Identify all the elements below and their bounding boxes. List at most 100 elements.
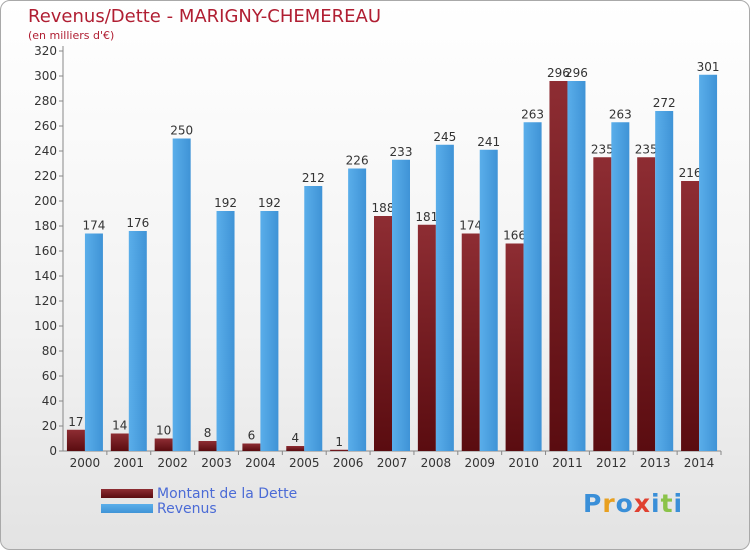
logo-letter: x — [633, 489, 651, 518]
x-tick-label: 2013 — [640, 456, 671, 470]
y-tick-label: 20 — [42, 419, 57, 433]
data-label-debt: 8 — [204, 426, 212, 440]
data-label-debt: 181 — [415, 210, 438, 224]
y-tick-label: 60 — [42, 369, 57, 383]
legend-swatch-dette — [101, 489, 153, 498]
x-tick-label: 2010 — [508, 456, 539, 470]
x-tick-label: 2003 — [201, 456, 232, 470]
legend-item-dette: Montant de la Dette — [101, 486, 361, 502]
bar-revenus — [216, 211, 235, 451]
logo-letter: o — [615, 489, 634, 518]
data-label-revenus: 263 — [521, 107, 544, 121]
y-tick-label: 80 — [42, 344, 57, 358]
bar-debt — [681, 181, 700, 451]
x-tick-label: 2002 — [157, 456, 188, 470]
data-label-revenus: 226 — [346, 154, 369, 168]
bar-debt — [637, 157, 656, 451]
data-label-debt: 6 — [248, 429, 256, 443]
y-tick-label: 280 — [34, 94, 57, 108]
data-label-revenus: 301 — [697, 60, 720, 74]
bar-debt — [198, 441, 217, 451]
bar-debt — [505, 243, 524, 451]
bar-revenus — [611, 122, 630, 451]
data-label-revenus: 296 — [565, 66, 588, 80]
data-label-debt: 166 — [503, 229, 526, 243]
x-tick-label: 2012 — [596, 456, 627, 470]
bar-debt — [242, 443, 261, 451]
data-label-debt: 296 — [547, 66, 570, 80]
bar-debt — [154, 438, 173, 451]
bar-debt — [549, 81, 568, 451]
bar-revenus — [348, 168, 367, 451]
x-tick-label: 2005 — [289, 456, 320, 470]
y-tick-label: 180 — [34, 219, 57, 233]
bar-revenus — [392, 159, 410, 451]
bar-revenus — [699, 74, 718, 451]
data-label-revenus: 192 — [214, 196, 237, 210]
logo-letter: r — [602, 489, 616, 518]
data-label-revenus: 176 — [126, 216, 149, 230]
data-label-debt: 14 — [112, 419, 127, 433]
bar-revenus — [655, 111, 674, 451]
y-tick-label: 160 — [34, 244, 57, 258]
x-tick-label: 2009 — [464, 456, 495, 470]
logo-letter: t — [660, 489, 674, 518]
data-label-revenus: 250 — [170, 124, 193, 138]
bar-debt — [330, 449, 349, 451]
y-tick-label: 140 — [34, 269, 57, 283]
data-label-debt: 216 — [679, 166, 702, 180]
data-label-debt: 4 — [291, 431, 299, 445]
y-tick-label: 260 — [34, 119, 57, 133]
x-tick-label: 2007 — [377, 456, 408, 470]
bar-revenus — [523, 122, 542, 451]
y-tick-label: 220 — [34, 169, 57, 183]
y-tick-label: 200 — [34, 194, 57, 208]
y-tick-label: 120 — [34, 294, 57, 308]
y-tick-label: 240 — [34, 144, 57, 158]
bar-revenus — [260, 211, 279, 451]
bar-revenus — [479, 149, 498, 451]
data-label-debt: 188 — [372, 201, 395, 215]
proxiti-logo: Proxiti — [583, 489, 683, 518]
bar-debt — [374, 216, 392, 451]
bar-debt — [110, 433, 129, 451]
x-tick-label: 2008 — [421, 456, 452, 470]
bar-revenus — [128, 231, 147, 451]
data-label-debt: 235 — [591, 142, 614, 156]
logo-letter: i — [651, 489, 661, 518]
x-tick-label: 2014 — [684, 456, 715, 470]
bar-debt — [461, 233, 480, 451]
logo-letter: P — [583, 489, 603, 518]
bar-revenus — [304, 186, 323, 451]
y-tick-label: 300 — [34, 69, 57, 83]
bar-revenus — [435, 144, 454, 451]
data-label-debt: 1 — [335, 435, 343, 449]
data-label-debt: 10 — [156, 424, 171, 438]
y-tick-label: 320 — [34, 44, 57, 58]
data-label-revenus: 212 — [302, 171, 325, 185]
data-label-revenus: 174 — [82, 219, 105, 233]
bar-debt — [286, 446, 305, 451]
legend-item-revenus: Revenus — [101, 501, 361, 517]
legend-label-dette: Montant de la Dette — [157, 486, 298, 502]
y-tick-label: 0 — [49, 444, 57, 458]
y-tick-label: 40 — [42, 394, 57, 408]
x-tick-label: 2011 — [552, 456, 583, 470]
data-label-debt: 174 — [459, 219, 482, 233]
x-tick-label: 2004 — [245, 456, 276, 470]
x-tick-label: 2006 — [333, 456, 364, 470]
data-label-revenus: 241 — [477, 135, 500, 149]
logo-letter: i — [673, 489, 684, 518]
bar-revenus — [172, 138, 191, 451]
legend-label-revenus: Revenus — [157, 501, 217, 517]
chart-title: Revenus/Dette - MARIGNY-CHEMEREAU — [28, 6, 381, 27]
legend-swatch-revenus — [101, 504, 153, 513]
y-tick-label: 100 — [34, 319, 57, 333]
data-label-debt: 235 — [635, 142, 658, 156]
chart-subtitle: (en milliers d'€) — [28, 29, 115, 42]
data-label-revenus: 263 — [609, 107, 632, 121]
bar-debt — [66, 429, 85, 451]
bar-revenus — [567, 81, 586, 451]
